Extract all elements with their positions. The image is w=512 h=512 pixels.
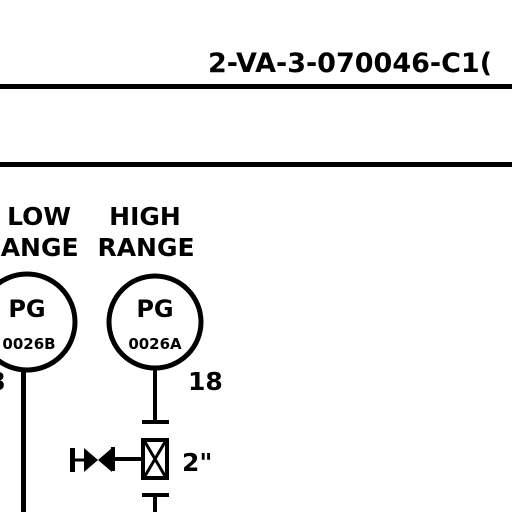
pressure-gauge-high-range: HIGH RANGE PG 0026A 18 2" xyxy=(70,202,223,512)
low-range-gauge-circle xyxy=(0,271,78,373)
drawing-number: 2-VA-3-070046-C1( xyxy=(208,48,492,79)
side-branch-end-cap xyxy=(111,447,115,471)
low-range-tag-prefix: PG xyxy=(8,295,45,323)
low-range-label-line2: RANGE xyxy=(0,233,79,262)
valve-cross-b xyxy=(143,441,167,477)
side-branch-line xyxy=(115,457,143,461)
high-range-label-line1: HIGH xyxy=(109,202,181,231)
low-range-process-line xyxy=(21,370,26,512)
low-range-label-line1: LOW xyxy=(7,202,71,231)
low-range-note-number: 8 xyxy=(0,367,5,396)
title-border-top xyxy=(0,84,512,89)
high-range-label-line2: RANGE xyxy=(97,233,194,262)
low-range-tag-number: 0026B xyxy=(2,335,55,353)
high-range-process-line-lower xyxy=(153,497,157,512)
upper-flange xyxy=(142,420,169,424)
title-border-bottom xyxy=(0,162,512,167)
pressure-gauge-low-range: LOW RANGE PG 0026B 8 xyxy=(0,202,79,512)
high-range-process-line-upper xyxy=(153,368,157,423)
side-valve-triangle-left xyxy=(98,448,112,472)
side-valve-left-cap xyxy=(70,448,75,472)
lower-flange xyxy=(142,493,169,497)
high-range-note-number: 18 xyxy=(188,367,223,396)
side-valve-triangle-right xyxy=(84,448,98,472)
valve-size-label: 2" xyxy=(182,448,212,477)
high-range-tag-prefix: PG xyxy=(136,295,173,323)
high-range-tag-number: 0026A xyxy=(128,335,182,353)
